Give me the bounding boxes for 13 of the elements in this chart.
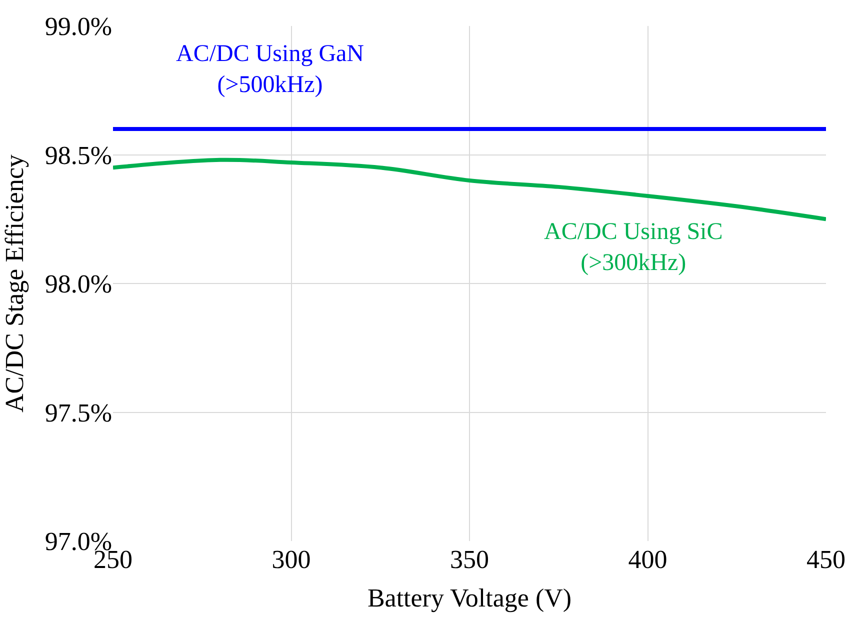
y-axis-title: AC/DC Stage Efficiency — [0, 154, 29, 413]
x-tick-label: 300 — [272, 545, 311, 574]
x-tick-label: 400 — [628, 545, 668, 574]
y-tick-label: 99.0% — [44, 12, 112, 42]
y-tick-label: 98.0% — [44, 270, 112, 299]
x-tick-label: 350 — [450, 545, 489, 574]
series-label: AC/DC Using SiC (>300kHz) — [544, 219, 723, 276]
line-series — [113, 158, 826, 222]
x-axis-title: Battery Voltage (V) — [367, 584, 572, 613]
x-tick-label: 450 — [806, 545, 846, 574]
y-tick-label: 97.5% — [44, 398, 112, 428]
series-label: AC/DC Using GaN (>500kHz) — [176, 41, 364, 98]
y-tick-label: 98.5% — [44, 140, 112, 170]
